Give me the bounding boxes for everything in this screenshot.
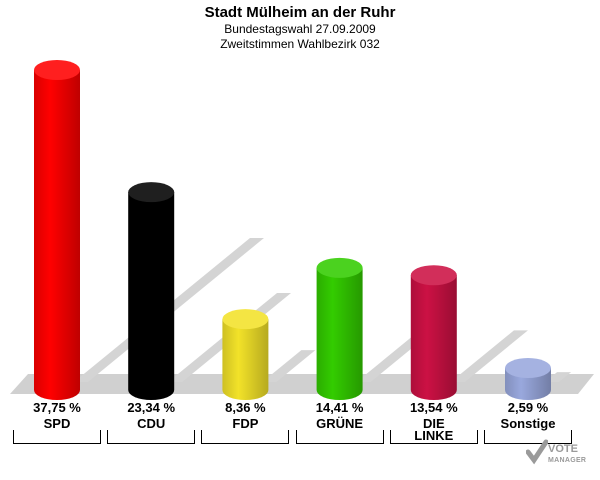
bar-grüne	[316, 267, 363, 400]
logo-line2: MANAGER	[548, 457, 587, 464]
category-label: SPD	[43, 416, 71, 431]
category-bracket	[389, 430, 478, 444]
bar-fdp	[222, 319, 269, 400]
bar-top-5	[505, 358, 551, 379]
bar-top-3	[316, 257, 363, 278]
chart-subtitle-election: Bundestagswahl 27.09.2009	[224, 22, 376, 36]
value-label: 8,36 %	[225, 400, 266, 415]
bar-top-1	[128, 182, 175, 203]
bar-die-linke	[410, 275, 457, 400]
chart-subtitle-district: Zweitstimmen Wahlbezirk 032	[220, 37, 380, 51]
category-label: CDU	[137, 416, 166, 431]
value-label: 37,75 %	[33, 400, 81, 415]
chart-title: Stadt Mülheim an der Ruhr	[204, 4, 396, 21]
value-label: 2,59 %	[507, 400, 549, 415]
bars	[34, 60, 551, 400]
bar-spd	[34, 70, 80, 400]
bar-top-0	[34, 60, 80, 80]
category-label: GRÜNE	[316, 416, 364, 431]
chart-header: Stadt Mülheim an der Ruhr Bundestagswahl…	[0, 4, 600, 52]
category-label: FDP	[232, 416, 259, 431]
value-label: 13,54 %	[409, 400, 458, 415]
bar-top-2	[222, 309, 269, 330]
value-label: 23,34 %	[127, 400, 176, 415]
category-label: Sonstige	[500, 416, 556, 431]
category-bracket	[13, 430, 101, 444]
bar-shadow-4	[450, 330, 528, 382]
category-bracket	[295, 430, 384, 444]
bar-top-4	[410, 265, 457, 286]
bar-shadow-5	[545, 372, 572, 382]
checkmark-icon	[525, 439, 549, 465]
category-bracket	[201, 430, 290, 444]
category-label: DIE LINKE	[414, 416, 454, 443]
vote-manager-logo: VOTE MANAGER	[525, 438, 594, 474]
logo-line1: VOTE	[548, 443, 578, 455]
category-bracket	[107, 430, 196, 444]
category-bracket	[484, 430, 572, 444]
bar-shadow-2	[262, 350, 316, 382]
value-label: 14,41 %	[315, 400, 364, 415]
bar-cdu	[128, 192, 175, 400]
